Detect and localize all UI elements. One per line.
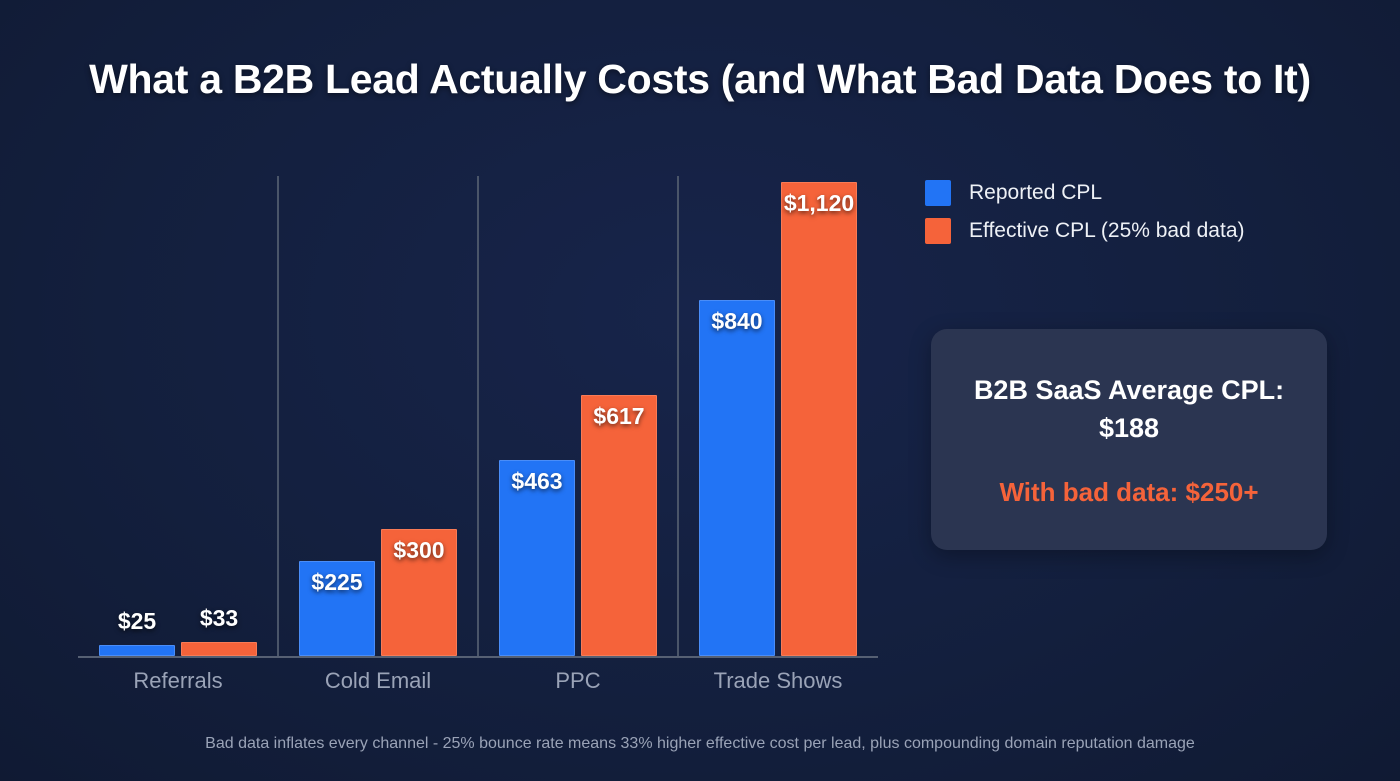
plot-area: $25 $33 $225 $300 $463 $617 $840 $1,120: [78, 150, 878, 658]
bar-ppc-reported[interactable]: $463: [499, 460, 575, 656]
bar-value-label: $463: [511, 468, 563, 494]
page-title: What a B2B Lead Actually Costs (and What…: [89, 56, 1311, 102]
info-card-highlight: With bad data: $250+: [999, 477, 1259, 508]
info-card: B2B SaaS Average CPL: $188 With bad data…: [931, 329, 1327, 550]
bar-cold-email-effective[interactable]: $300: [381, 529, 457, 656]
bar-value-label: $1,120: [783, 189, 855, 216]
info-card-heading: B2B SaaS Average CPL: $188: [973, 374, 1285, 443]
x-axis-label-cold-email: Cold Email: [324, 668, 432, 693]
legend-label-reported: Reported CPL: [969, 181, 1103, 204]
group-separator: [477, 176, 479, 658]
footer-caption: Bad data inflates every channel - 25% bo…: [205, 735, 1195, 752]
bar-value-label: $225: [311, 568, 363, 595]
bar-value-label: $33: [199, 605, 239, 632]
legend-label-effective: Effective CPL (25% bad data): [969, 219, 1245, 242]
bar-cold-email-reported[interactable]: $225: [299, 560, 375, 656]
bar-trade-shows-effective[interactable]: $1,120: [781, 181, 857, 656]
bar-value-label: $300: [393, 537, 445, 563]
bar-referrals-effective[interactable]: $33: [181, 605, 257, 656]
chart-legend: Reported CPL Effective CPL (25% bad data…: [925, 174, 1245, 250]
bar-value-label: $840: [711, 308, 763, 335]
legend-swatch-icon-effective: [925, 218, 951, 244]
legend-swatch-icon-reported: [925, 180, 951, 206]
x-axis-label-trade-shows: Trade Shows: [713, 668, 843, 693]
bar-trade-shows-reported[interactable]: $840: [699, 300, 775, 656]
bar-ppc-effective[interactable]: $617: [581, 394, 657, 656]
legend-item-effective[interactable]: Effective CPL (25% bad data): [925, 212, 1245, 250]
group-separator: [277, 176, 279, 658]
group-separator: [677, 176, 679, 658]
bar-value-label: $617: [593, 402, 645, 429]
axis-baseline: [78, 656, 878, 658]
legend-item-reported[interactable]: Reported CPL: [925, 174, 1245, 212]
x-axis-label-referrals: Referrals: [133, 668, 223, 693]
x-axis-label-ppc: PPC: [555, 668, 601, 693]
bar-referrals-reported[interactable]: $25: [99, 608, 175, 656]
bar-value-label: $25: [117, 608, 157, 635]
